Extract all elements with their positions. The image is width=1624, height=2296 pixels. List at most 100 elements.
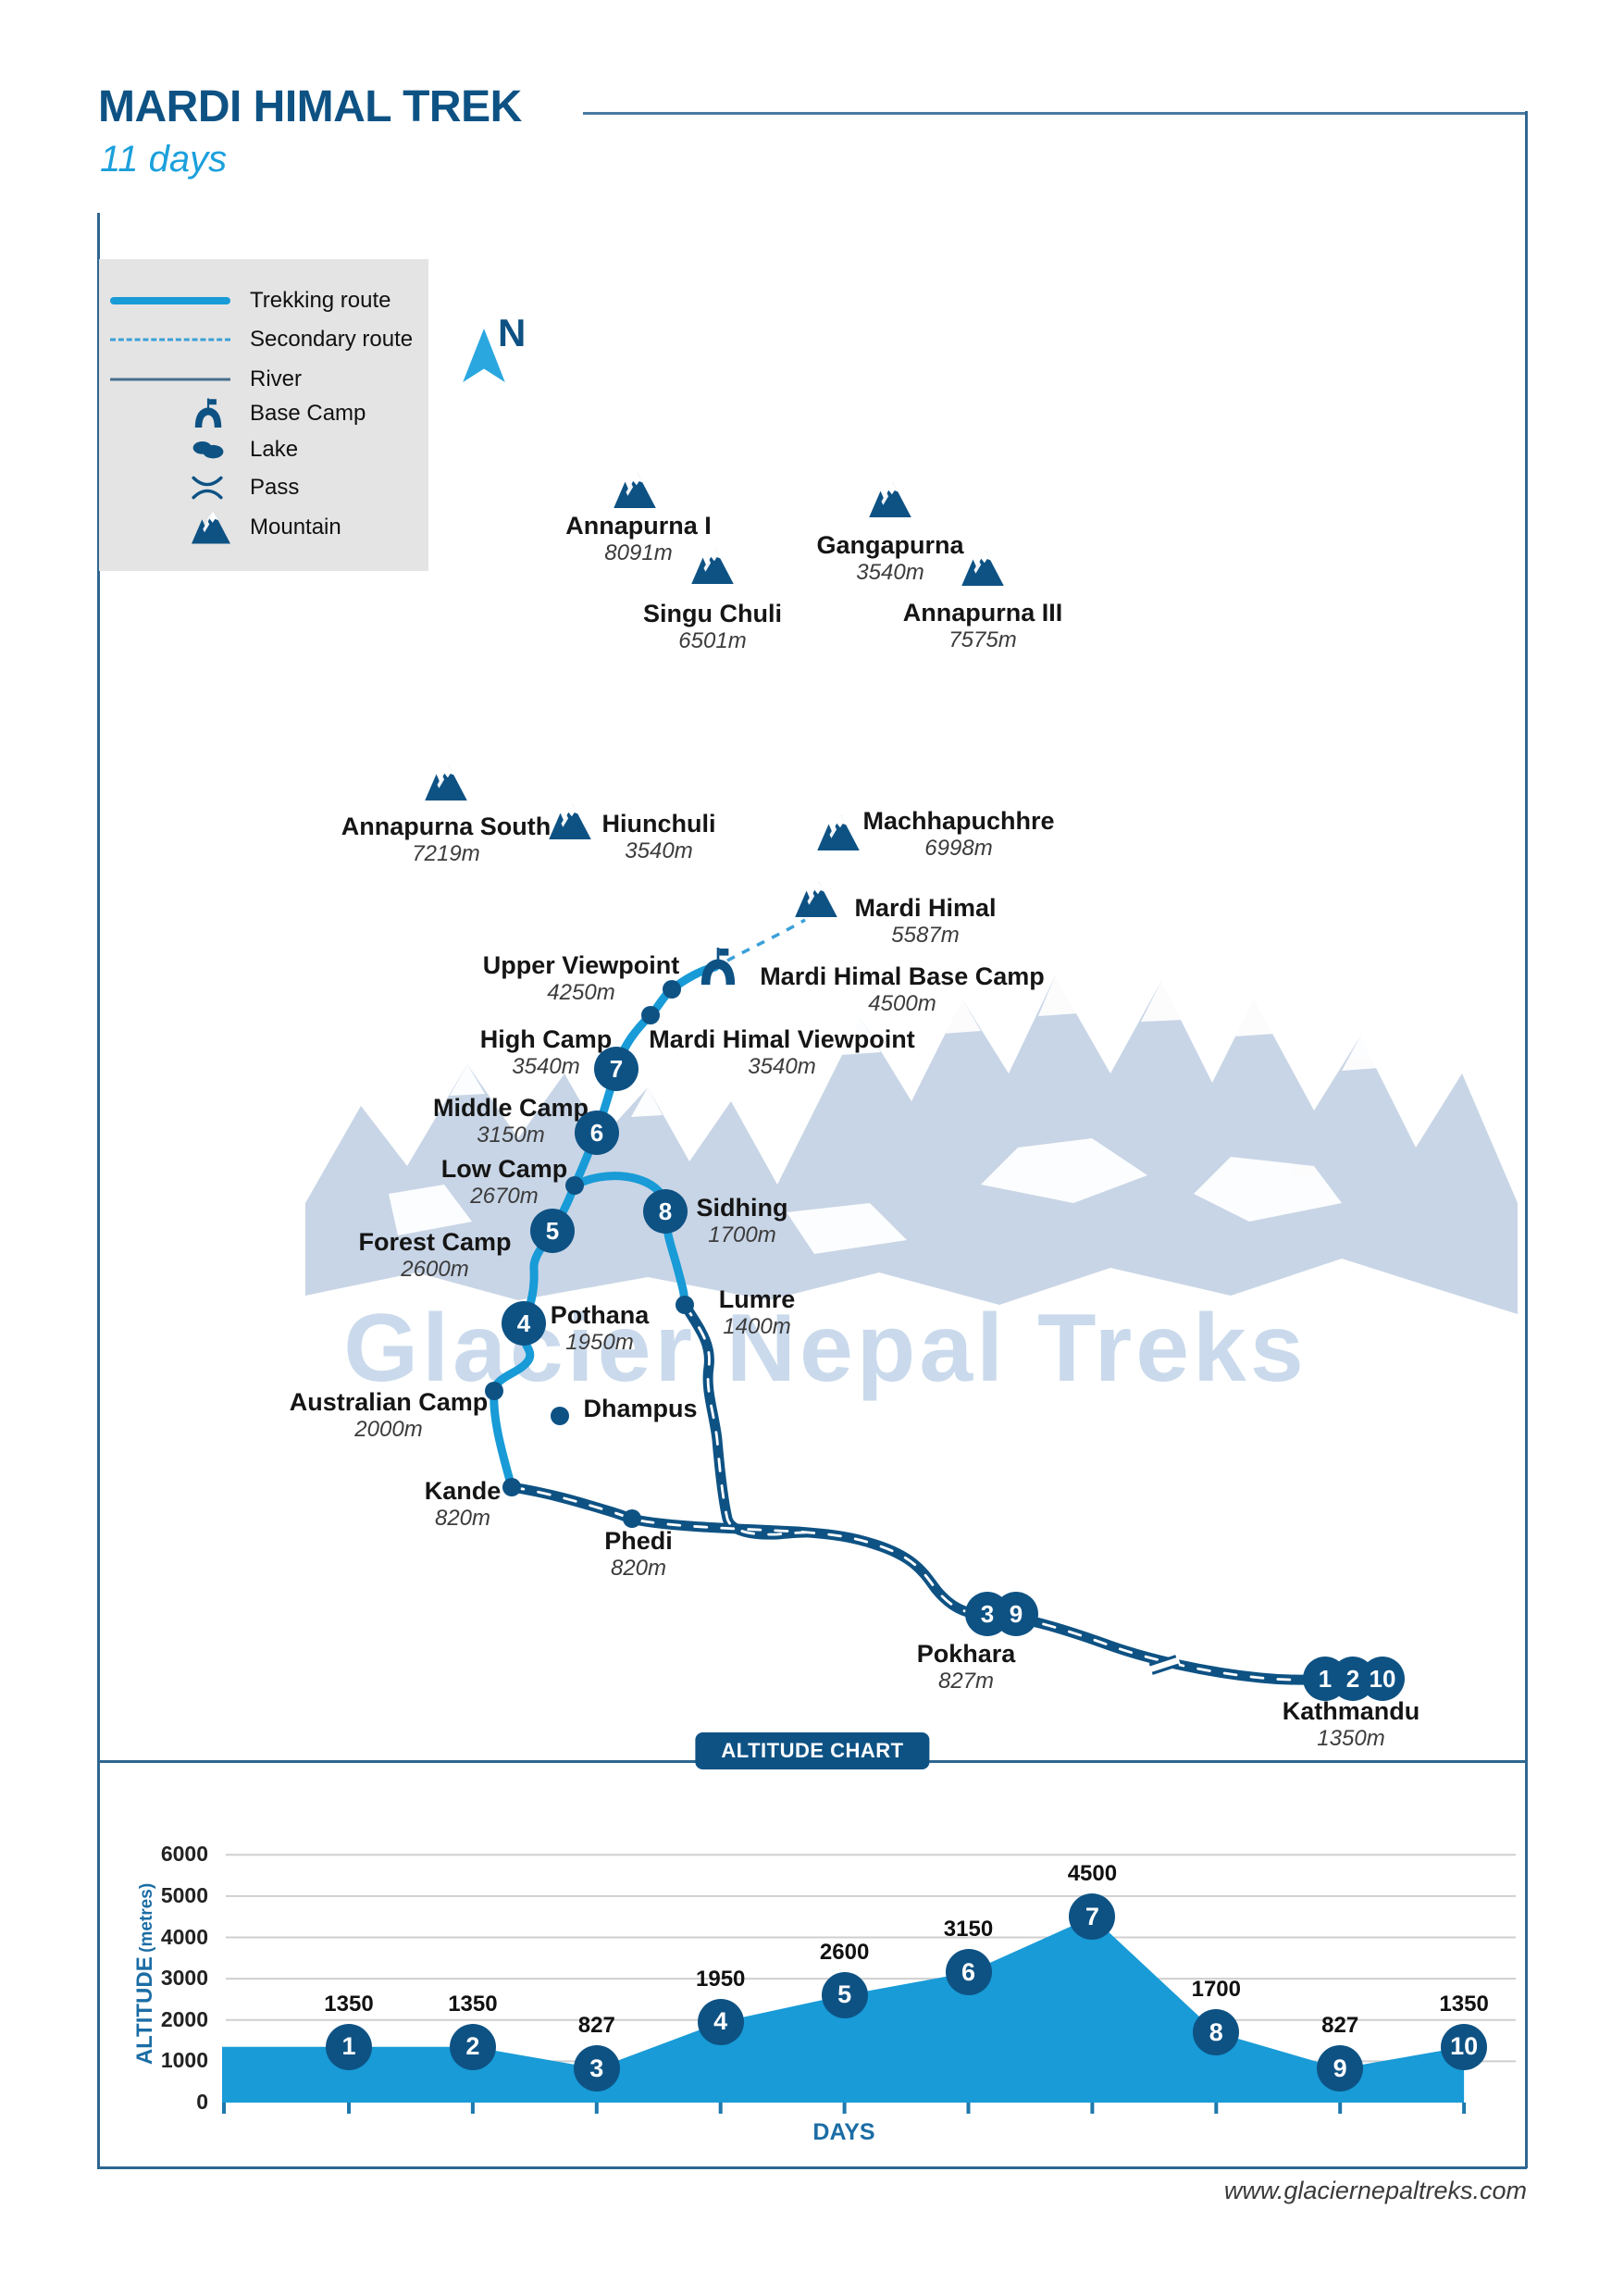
place-name: Kande [424, 1477, 502, 1505]
chart-day-number: 10 [1450, 2032, 1479, 2061]
day-marker: 5 [530, 1209, 575, 1253]
mountain-label: Annapurna I 8091m [565, 512, 712, 565]
day-number: 2 [1345, 1664, 1360, 1693]
place-name: Lumre [718, 1285, 796, 1313]
chart-day-marker: 4 [697, 1998, 744, 2045]
chart-value-label: 1350 [1439, 1991, 1489, 2017]
mountain-label: Hiunchuli 3540m [602, 810, 716, 863]
place-label: Phedi 820m [604, 1527, 673, 1581]
mountain-icon [795, 882, 837, 917]
pass-icon [192, 474, 223, 502]
y-axis-tick-label: 5000 [160, 1882, 208, 1907]
mountain-label: Mardi Himal 5587m [854, 894, 996, 948]
mountain-elevation: 6998m [924, 836, 993, 861]
waypoint-dot [565, 1176, 584, 1195]
legend-label: Trekking route [250, 288, 391, 313]
place-name: Australian Camp [289, 1388, 489, 1416]
frame-bottom [97, 2166, 1527, 2169]
place-elevation: 1400m [723, 1314, 791, 1339]
mountain-icon [192, 512, 230, 544]
road-break-icon [1147, 1655, 1182, 1675]
chart-day-marker: 7 [1069, 1893, 1116, 1941]
day-number: 4 [516, 1309, 531, 1337]
place-elevation: 1950m [565, 1330, 634, 1355]
mountain-elevation: 3540m [856, 560, 924, 585]
day-marker: 4 [502, 1301, 546, 1346]
y-axis-tick-label: 3000 [160, 1966, 208, 1991]
chart-value-label: 827 [577, 2013, 615, 2039]
place-name: Mardi Himal Viewpoint [649, 1025, 915, 1053]
place-label: Mardi Himal Base Camp 4500m [760, 962, 1045, 1016]
chart-value-label: 1350 [448, 1991, 498, 2017]
mountain-name: Annapurna South [341, 813, 552, 840]
mountain-label: Singu Chuli 6501m [643, 600, 782, 653]
legend-item-pass: Pass [99, 469, 428, 506]
y-axis-tick-label: 4000 [160, 1924, 208, 1949]
chart-day-number: 2 [465, 2032, 480, 2061]
chart-value-label: 1700 [1191, 1977, 1241, 2003]
chart-value-label: 4500 [1067, 1861, 1118, 1887]
place-name: Phedi [604, 1527, 673, 1555]
chart-day-marker: 8 [1193, 2009, 1240, 2056]
chart-value-label: 1950 [695, 1966, 746, 1992]
mountain-elevation: 7219m [412, 841, 480, 866]
place-elevation: 4250m [547, 980, 615, 1005]
mountain-icon [549, 804, 591, 839]
legend-item-base-camp: Base Camp [99, 395, 428, 432]
chart-day-number: 5 [837, 1980, 852, 2009]
place-name: Upper Viewpoint [482, 951, 680, 979]
place-name: Middle Camp [432, 1094, 589, 1122]
place-label: Australian Camp 2000m [290, 1388, 489, 1442]
place-elevation: 2600m [401, 1257, 469, 1282]
chart-day-number: 8 [1209, 2017, 1223, 2046]
legend-label: Mountain [250, 515, 341, 540]
mountain-label: Annapurna III 7575m [903, 599, 1063, 652]
chart-day-number: 9 [1333, 2054, 1347, 2082]
trekking-route-line-icon [110, 297, 230, 304]
mountain-name: Mardi Himal [854, 894, 997, 922]
day-marker: 10 [1360, 1657, 1405, 1701]
secondary-route-line-icon [110, 338, 230, 341]
day-number: 6 [589, 1118, 604, 1147]
legend-label: Secondary route [250, 327, 414, 352]
legend-item-trekking-route: Trekking route [99, 282, 428, 319]
place-elevation: 820m [434, 1506, 491, 1531]
day-number: 7 [609, 1054, 624, 1083]
lake-icon [192, 440, 225, 460]
place-name: Kathmandu [1282, 1697, 1420, 1725]
legend-item-secondary-route: Secondary route [99, 321, 428, 358]
website-url: www.glaciernepaltreks.com [1223, 2177, 1527, 2204]
place-label: Middle Camp 3150m [433, 1094, 589, 1148]
place-elevation: 827m [937, 1669, 995, 1694]
chart-day-marker: 1 [326, 2023, 372, 2070]
y-axis-tick-label: 1000 [160, 2048, 208, 2073]
place-label: Lumre 1400m [719, 1285, 796, 1339]
day-number: 8 [658, 1197, 673, 1225]
y-axis-tick-label: 2000 [160, 2006, 208, 2031]
mountain-elevation: 6501m [678, 628, 747, 653]
mountain-name: Hiunchuli [601, 810, 716, 838]
place-label: Forest Camp 2600m [358, 1228, 511, 1282]
chart-day-marker: 5 [821, 1971, 868, 2018]
place-elevation: 1700m [708, 1222, 776, 1247]
place-name: Pokhara [916, 1640, 1016, 1668]
chart-day-number: 6 [961, 1957, 976, 1986]
waypoint-dot [502, 1478, 521, 1496]
mountain-icon [869, 482, 911, 517]
y-axis-tick-label: 0 [196, 2090, 208, 2114]
mountain-name: Annapurna I [565, 512, 712, 540]
legend-label: River [250, 366, 303, 391]
place-name: Mardi Himal Base Camp [760, 962, 1045, 990]
waypoint-dot [551, 1407, 569, 1425]
mountain-elevation: 8091m [604, 540, 673, 565]
place-label: Dhampus [583, 1395, 697, 1423]
place-label: Sidhing 1700m [697, 1194, 788, 1247]
place-elevation: 2000m [354, 1417, 423, 1442]
day-marker: 7 [594, 1047, 638, 1091]
secondary-route [726, 918, 806, 962]
legend-item-lake: Lake [99, 431, 428, 468]
mountain-name: Machhapuchhre [862, 807, 1055, 835]
waypoint-dot [623, 1509, 641, 1528]
place-label: Pokhara 827m [917, 1640, 1016, 1694]
place-label: Kande 820m [425, 1477, 502, 1531]
